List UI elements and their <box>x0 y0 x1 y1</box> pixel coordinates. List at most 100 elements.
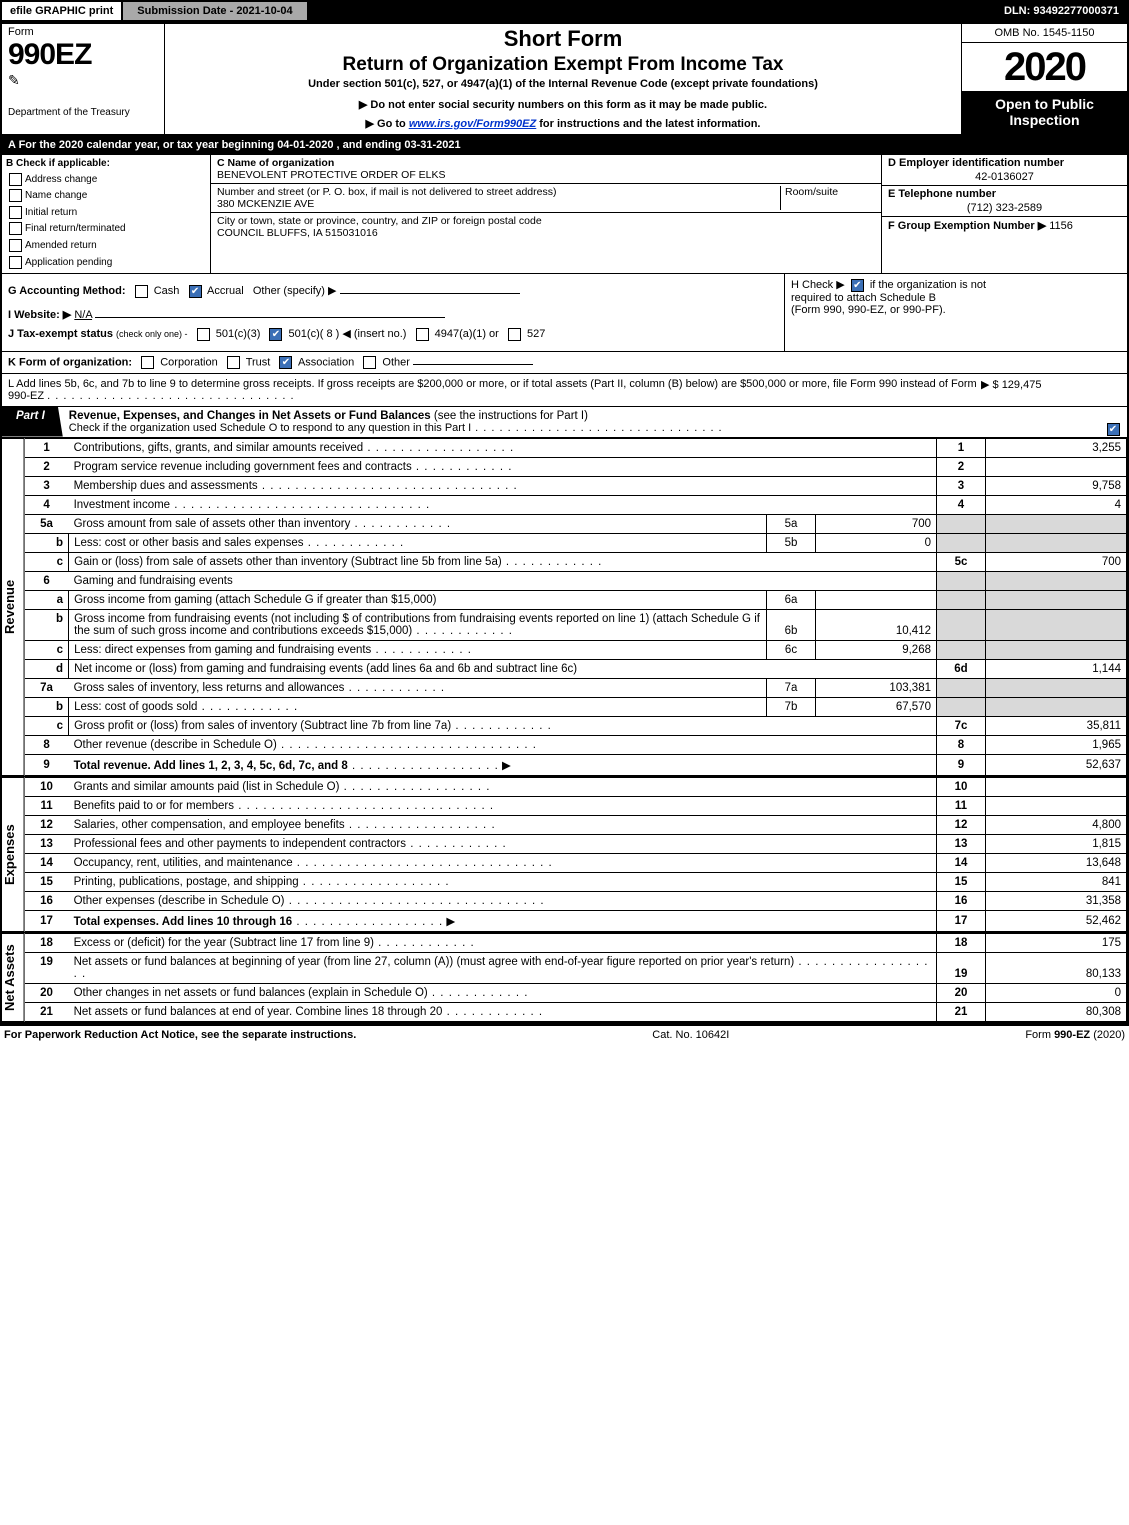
lbl-527: 527 <box>527 328 545 340</box>
submission-date-label: Submission Date - 2021-10-04 <box>121 2 308 20</box>
c-city-lbl: City or town, state or province, country… <box>217 215 542 227</box>
form-header: Form 990EZ ✎ Department of the Treasury … <box>2 24 1127 136</box>
expenses-table: 10Grants and similar amounts paid (list … <box>25 777 1127 932</box>
goto-instructions: ▶ Go to www.irs.gov/Form990EZ for instru… <box>171 117 955 130</box>
row-7c: cGross profit or (loss) from sales of in… <box>25 716 1127 735</box>
top-bar: efile GRAPHIC print Submission Date - 20… <box>0 0 1129 22</box>
check-4947[interactable] <box>416 328 429 341</box>
check-501c[interactable]: ✔ <box>269 328 282 341</box>
goto-link[interactable]: www.irs.gov/Form990EZ <box>409 118 536 130</box>
side-expenses: Expenses <box>2 777 25 932</box>
g-accounting-method: G Accounting Method: Cash ✔ Accrual Othe… <box>2 274 784 350</box>
check-corp[interactable] <box>141 356 154 369</box>
block-bcd: B Check if applicable: Address change Na… <box>2 155 1127 274</box>
l-amount: ▶ $ 129,475 <box>981 379 1041 391</box>
row-5c: cGain or (loss) from sale of assets othe… <box>25 552 1127 571</box>
row-6a: aGross income from gaming (attach Schedu… <box>25 590 1127 609</box>
i-val: N/A <box>74 309 92 321</box>
lbl-name-change: Name change <box>25 190 87 201</box>
open-line1: Open to Public <box>964 96 1125 112</box>
h-line1: H Check ▶ <box>791 279 845 291</box>
line-a-text: A For the 2020 calendar year, or tax yea… <box>8 139 461 151</box>
return-title: Return of Organization Exempt From Incom… <box>171 54 955 76</box>
k-row: K Form of organization: Corporation Trus… <box>2 352 1127 374</box>
lbl-501c: 501(c)( 8 ) ◀ (insert no.) <box>289 328 407 340</box>
part-i-sub: Check if the organization used Schedule … <box>69 422 471 434</box>
lbl-corp: Corporation <box>160 356 217 368</box>
c-name-val: BENEVOLENT PROTECTIVE ORDER OF ELKS <box>217 169 446 181</box>
dln-label: DLN: 93492277000371 <box>996 2 1127 20</box>
part-i-tab: Part I <box>2 407 63 437</box>
check-other-org[interactable] <box>363 356 376 369</box>
lbl-trust: Trust <box>246 356 271 368</box>
c-city-val: COUNCIL BLUFFS, IA 515031016 <box>217 227 378 239</box>
efile-graphic-print-label[interactable]: efile GRAPHIC print <box>2 2 121 20</box>
i-label: I Website: ▶ <box>8 309 71 321</box>
form-frame: Form 990EZ ✎ Department of the Treasury … <box>0 22 1129 1024</box>
check-application-pending[interactable] <box>9 256 22 269</box>
d-tel-val: (712) 323-2589 <box>888 202 1121 214</box>
c-name-lbl: C Name of organization <box>217 157 334 169</box>
k-label: K Form of organization: <box>8 356 132 368</box>
row-13: 13Professional fees and other payments t… <box>25 834 1127 853</box>
row-11: 11Benefits paid to or for members11 <box>25 796 1127 815</box>
goto-pre: ▶ Go to <box>366 118 409 130</box>
check-501c3[interactable] <box>197 328 210 341</box>
footer-left: For Paperwork Reduction Act Notice, see … <box>4 1029 356 1041</box>
row-1: 1Contributions, gifts, grants, and simil… <box>25 438 1127 457</box>
row-6c: cLess: direct expenses from gaming and f… <box>25 640 1127 659</box>
lbl-address-change: Address change <box>25 174 97 185</box>
j-label: J Tax-exempt status <box>8 328 113 340</box>
row-19: 19Net assets or fund balances at beginni… <box>25 952 1127 983</box>
row-21: 21Net assets or fund balances at end of … <box>25 1002 1127 1021</box>
lbl-initial-return: Initial return <box>25 207 77 218</box>
check-accrual[interactable]: ✔ <box>189 285 202 298</box>
lbl-4947: 4947(a)(1) or <box>435 328 499 340</box>
header-left: Form 990EZ ✎ Department of the Treasury <box>2 24 165 134</box>
footer-cat-no: Cat. No. 10642I <box>356 1029 1025 1041</box>
row-9: 9Total revenue. Add lines 1, 2, 3, 4, 5c… <box>25 754 1127 775</box>
header-right: OMB No. 1545-1150 2020 Open to Public In… <box>962 24 1127 134</box>
check-name-change[interactable] <box>9 189 22 202</box>
row-18: 18Excess or (deficit) for the year (Subt… <box>25 933 1127 952</box>
d-tel-lbl: E Telephone number <box>888 188 996 200</box>
c-street-val: 380 MCKENZIE AVE <box>217 198 314 210</box>
d-grp-lbl: F Group Exemption Number ▶ <box>888 220 1049 232</box>
footer: For Paperwork Reduction Act Notice, see … <box>0 1024 1129 1044</box>
footer-right: Form 990-EZ (2020) <box>1025 1029 1125 1041</box>
check-trust[interactable] <box>227 356 240 369</box>
j-sub: (check only one) - <box>116 329 188 339</box>
omb-number: OMB No. 1545-1150 <box>962 24 1127 43</box>
row-4: 4Investment income44 <box>25 495 1127 514</box>
check-cash[interactable] <box>135 285 148 298</box>
h-box: H Check ▶ ✔ if the organization is not r… <box>784 274 1127 350</box>
check-amended-return[interactable] <box>9 239 22 252</box>
row-3: 3Membership dues and assessments39,758 <box>25 476 1127 495</box>
net-assets-table: 18Excess or (deficit) for the year (Subt… <box>25 933 1127 1022</box>
row-6b: bGross income from fundraising events (n… <box>25 609 1127 640</box>
row-6d: dNet income or (loss) from gaming and fu… <box>25 659 1127 678</box>
open-public-inspection: Open to Public Inspection <box>962 92 1127 134</box>
part-i-title: Revenue, Expenses, and Changes in Net As… <box>69 410 431 422</box>
h-line1b: if the organization is not <box>870 279 986 291</box>
c-street-lbl: Number and street (or P. O. box, if mail… <box>217 186 556 198</box>
check-address-change[interactable] <box>9 173 22 186</box>
check-h[interactable]: ✔ <box>851 279 864 292</box>
row-15: 15Printing, publications, postage, and s… <box>25 872 1127 891</box>
check-assoc[interactable]: ✔ <box>279 356 292 369</box>
check-initial-return[interactable] <box>9 206 22 219</box>
revenue-section: Revenue 1Contributions, gifts, grants, a… <box>2 438 1127 777</box>
form-number: 990EZ <box>8 38 158 72</box>
g-label: G Accounting Method: <box>8 285 126 297</box>
lbl-501c3: 501(c)(3) <box>216 328 261 340</box>
d-ein-lbl: D Employer identification number <box>888 157 1064 169</box>
header-center: Short Form Return of Organization Exempt… <box>165 24 962 134</box>
check-527[interactable] <box>508 328 521 341</box>
check-final-return[interactable] <box>9 222 22 235</box>
row-14: 14Occupancy, rent, utilities, and mainte… <box>25 853 1127 872</box>
row-16: 16Other expenses (describe in Schedule O… <box>25 891 1127 910</box>
lbl-application-pending: Application pending <box>25 257 112 268</box>
check-part-i-schedule-o[interactable]: ✔ <box>1107 423 1120 436</box>
row-10: 10Grants and similar amounts paid (list … <box>25 777 1127 796</box>
lbl-assoc: Association <box>298 356 354 368</box>
